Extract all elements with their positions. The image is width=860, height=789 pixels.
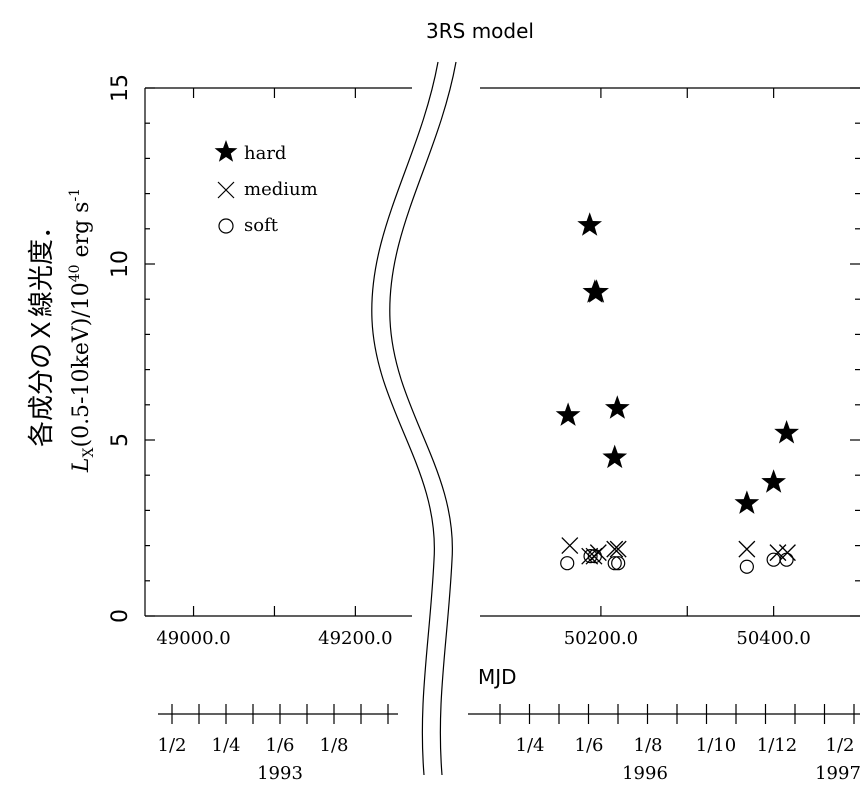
- axis-break: [371, 61, 457, 776]
- y-tick-label: 0: [108, 609, 133, 623]
- timeline-1993-label: 1/8: [320, 735, 349, 756]
- hard-point: [584, 279, 609, 303]
- soft-point: [587, 549, 602, 564]
- hard-point: [734, 490, 760, 514]
- x-tick-label: 49200.0: [318, 628, 392, 649]
- y-axis-label-line2: LX(0.5-10keV)/1040 erg s-1: [67, 188, 97, 473]
- medium-point: [738, 540, 756, 558]
- soft-point: [607, 556, 622, 571]
- timeline-year-1993: 1993: [257, 763, 303, 784]
- y-tick-label: 15: [108, 74, 133, 102]
- hard-point: [577, 212, 602, 236]
- soft-point: [583, 549, 598, 564]
- timeline-1996-label: 1/4: [516, 735, 545, 756]
- legend-star-marker: [214, 140, 238, 162]
- medium-point: [589, 544, 607, 562]
- soft-point: [560, 556, 575, 571]
- timeline-1993-label: 1/2: [158, 735, 187, 756]
- hard-point: [761, 469, 786, 493]
- timeline-1996: 1/4 1/6 1/8 1/10 1/12 1/2 1996 1997: [468, 704, 860, 784]
- y-tick-label: 5: [108, 433, 133, 447]
- medium-point: [606, 540, 624, 558]
- legend-soft: soft: [218, 215, 279, 236]
- x-tick-label: 49000.0: [156, 628, 230, 649]
- soft-point: [779, 552, 794, 567]
- medium-point: [769, 544, 787, 562]
- y-axis-label-line1: 各成分のＸ線光度．: [27, 213, 57, 447]
- soft-point: [739, 559, 754, 574]
- legend-label-soft: soft: [244, 215, 279, 236]
- timeline-1993-label: 1/4: [212, 735, 241, 756]
- data-points: [555, 212, 799, 574]
- legend-cross-marker: [217, 181, 235, 199]
- y-tick-label: 10: [108, 250, 133, 278]
- legend-medium: medium: [217, 179, 318, 200]
- soft-point: [611, 556, 626, 571]
- legend-label-medium: medium: [244, 179, 318, 200]
- timeline-1996-label: 1/12: [757, 735, 797, 756]
- timeline-year-1997: 1997: [815, 763, 860, 784]
- legend: hard medium soft: [214, 140, 318, 236]
- left-panel: [144, 87, 412, 617]
- hard-point: [605, 395, 630, 419]
- hard-point: [774, 420, 799, 444]
- timeline-1996-label: 1/6: [575, 735, 604, 756]
- timeline-1993: 1/2 1/4 1/6 1/8 1993: [158, 704, 398, 784]
- x-tick-label: 50200.0: [564, 628, 638, 649]
- medium-point: [561, 537, 579, 555]
- timeline-1996-label: 1/2: [826, 735, 855, 756]
- timeline-year-1996: 1996: [622, 763, 668, 784]
- timeline-1993-label: 1/6: [266, 735, 295, 756]
- timeline-1996-label: 1/8: [634, 735, 663, 756]
- timeline-1996-label: 1/10: [696, 735, 736, 756]
- right-panel: [480, 87, 860, 617]
- legend-hard: hard: [214, 140, 286, 164]
- legend-label-hard: hard: [244, 143, 286, 164]
- x-tick-label: 50400.0: [736, 628, 810, 649]
- chart-title: 3RS model: [426, 19, 534, 43]
- legend-circle-marker: [218, 218, 234, 234]
- medium-point: [609, 540, 627, 558]
- y-ticks: 0 5 10 15: [108, 74, 860, 623]
- mjd-label: MJD: [478, 665, 517, 689]
- soft-point: [766, 552, 781, 567]
- x-ticks: 49000.0 49200.0 50200.0 50400.0: [156, 88, 811, 649]
- hard-point: [555, 402, 581, 426]
- hard-point: [602, 444, 628, 469]
